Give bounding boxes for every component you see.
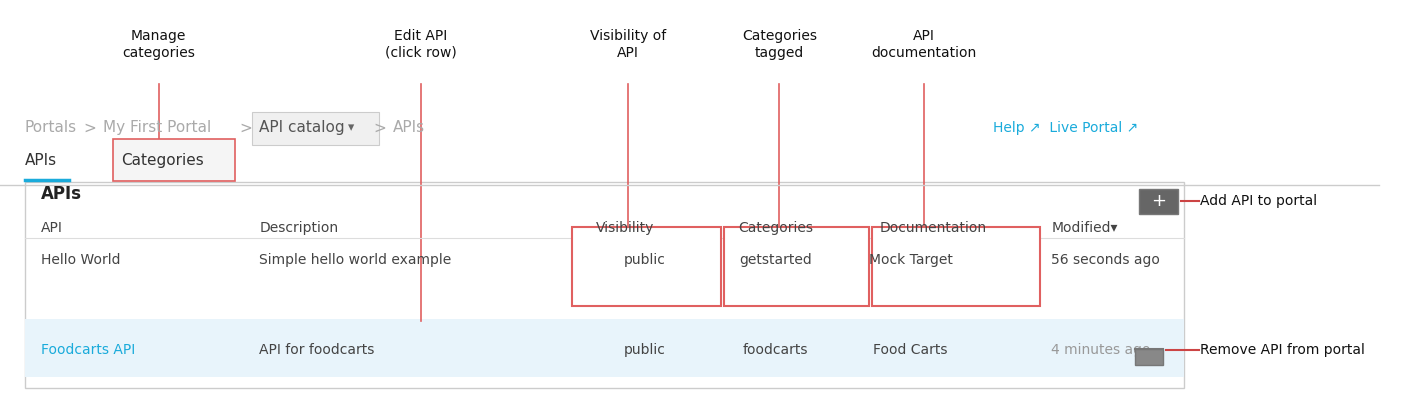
Bar (871, 227, 1040, 306)
Text: Description: Description (260, 221, 338, 235)
Text: API catalog: API catalog (260, 120, 345, 135)
Text: Foodcarts API: Foodcarts API (41, 343, 136, 357)
Text: Documentation: Documentation (880, 221, 988, 235)
Bar (114, 139, 234, 181)
Bar (1135, 349, 1163, 365)
Text: Edit API
(click row): Edit API (click row) (384, 29, 456, 59)
Text: Help ↗  Live Portal ↗: Help ↗ Live Portal ↗ (993, 121, 1138, 135)
Text: public: public (623, 253, 665, 267)
Text: ▾: ▾ (348, 121, 354, 134)
Bar (25, 319, 1184, 377)
Text: Portals: Portals (25, 120, 77, 135)
Text: Remove API from portal: Remove API from portal (1200, 343, 1365, 357)
Text: API
documentation: API documentation (871, 29, 976, 59)
Text: Visibility of
API: Visibility of API (589, 29, 666, 59)
Bar (1139, 189, 1179, 214)
Bar (572, 227, 721, 306)
Text: 56 seconds ago: 56 seconds ago (1051, 253, 1160, 267)
Bar (724, 227, 868, 306)
Text: foodcarts: foodcarts (742, 343, 808, 357)
Text: Mock Target: Mock Target (868, 253, 953, 267)
Text: API for foodcarts: API for foodcarts (260, 343, 375, 357)
Text: >: > (239, 120, 253, 135)
Text: Hello World: Hello World (41, 253, 121, 267)
Bar (25, 182, 1184, 388)
Text: >: > (83, 120, 95, 135)
Text: public: public (623, 343, 665, 357)
Text: Categories: Categories (122, 153, 205, 168)
Text: Visibility: Visibility (596, 221, 654, 235)
Text: APIs: APIs (25, 153, 58, 168)
Text: Manage
categories: Manage categories (122, 29, 195, 59)
Text: getstarted: getstarted (739, 253, 812, 267)
Text: Simple hello world example: Simple hello world example (260, 253, 452, 267)
Text: Categories
tagged: Categories tagged (742, 29, 817, 59)
Text: Add API to portal: Add API to portal (1200, 194, 1317, 208)
Text: Modified▾: Modified▾ (1051, 221, 1118, 235)
Text: +: + (1152, 192, 1166, 210)
Text: APIs: APIs (41, 185, 83, 202)
Text: API: API (41, 221, 63, 235)
Text: 4 minutes ago: 4 minutes ago (1051, 343, 1150, 357)
Bar (253, 112, 379, 145)
Text: Food Carts: Food Carts (873, 343, 947, 357)
Text: >: > (373, 120, 386, 135)
Text: My First Portal: My First Portal (104, 120, 212, 135)
Text: Categories: Categories (738, 221, 812, 235)
Text: APIs: APIs (393, 120, 425, 135)
